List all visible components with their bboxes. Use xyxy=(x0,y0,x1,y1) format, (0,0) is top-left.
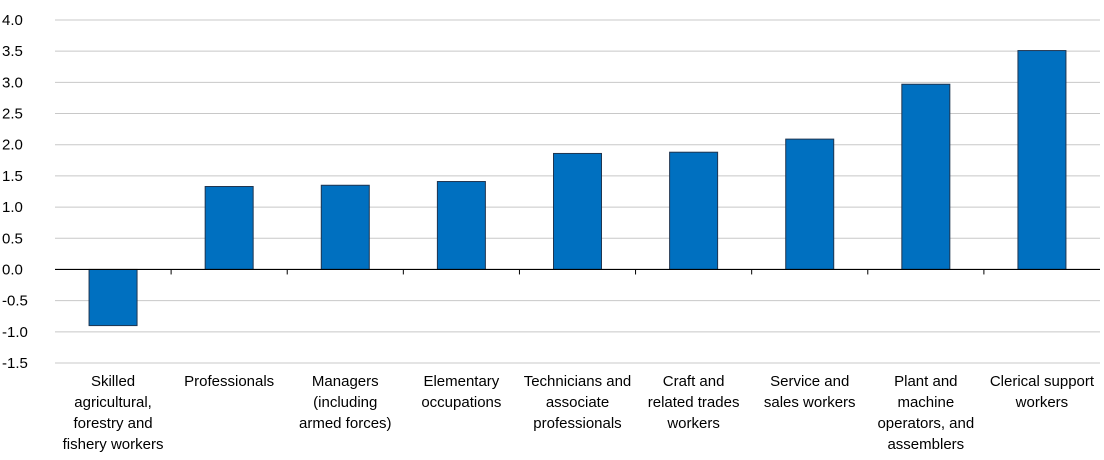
bar xyxy=(785,138,835,270)
y-tick-label: 3.0 xyxy=(2,74,23,91)
bar xyxy=(204,186,254,270)
bar xyxy=(88,268,138,327)
bar xyxy=(320,184,370,270)
y-tick-label: 0.0 xyxy=(2,261,23,278)
y-tick-label: 3.5 xyxy=(2,43,23,60)
x-tick-label: Managers (including armed forces) xyxy=(299,373,392,432)
x-tick-label: Technicians and associate professionals xyxy=(524,373,632,432)
y-tick-label: 2.0 xyxy=(2,137,23,154)
x-tick-label: Skilled agricultural, forestry and fishery … xyxy=(63,373,164,453)
x-tick-label: Clerical support workers xyxy=(990,373,1095,411)
bar xyxy=(669,151,719,270)
bar xyxy=(901,83,951,270)
y-tick-label: -1.5 xyxy=(2,355,28,372)
y-tick-label: 1.0 xyxy=(2,199,23,216)
x-tick-label: Craft and related trades workers xyxy=(648,373,740,432)
y-tick-label: -0.5 xyxy=(2,293,28,310)
bar xyxy=(553,152,602,270)
y-tick-label: -1.0 xyxy=(2,324,28,341)
y-tick-label: 4.0 xyxy=(2,12,23,29)
x-tick-label: Professionals xyxy=(184,373,274,390)
y-tick-label: 1.5 xyxy=(2,168,23,185)
y-tick-label: 0.5 xyxy=(2,230,23,247)
x-tick-label: Service and sales workers xyxy=(764,373,856,411)
bar xyxy=(436,181,486,270)
y-tick-label: 2.5 xyxy=(2,106,23,123)
x-tick-label: Plant and machine operators, and assemblers xyxy=(877,373,974,453)
bar xyxy=(1017,50,1067,270)
x-tick-label: Elementary occupations xyxy=(421,373,501,411)
